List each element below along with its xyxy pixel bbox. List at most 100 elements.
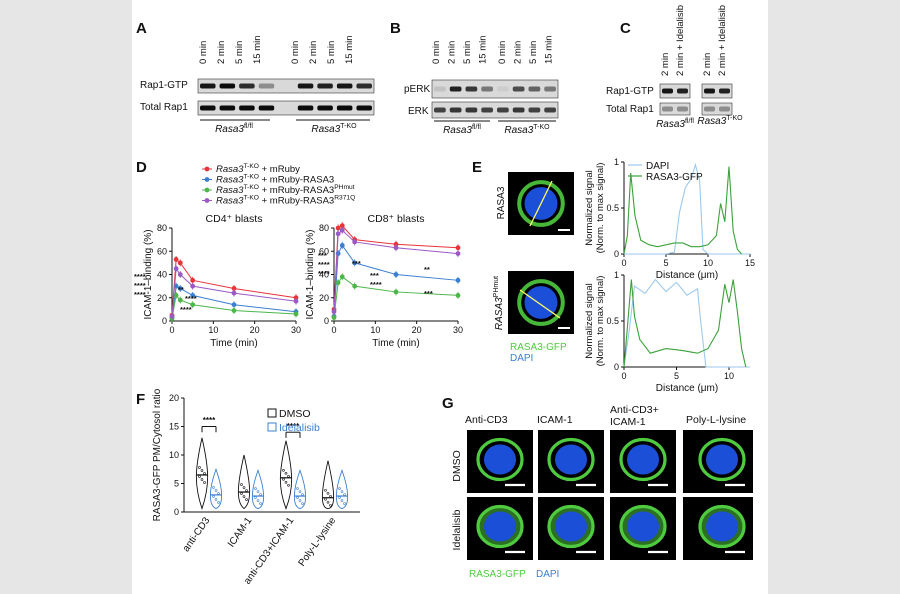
- lane-label: 15 min: [544, 35, 555, 64]
- y-tick-label: 0: [614, 249, 619, 259]
- rap1-gtp-blot-band: [219, 83, 236, 89]
- data-point: [352, 239, 358, 245]
- y-axis-label: (Norm. to max signal): [595, 163, 606, 254]
- data-dot: [203, 481, 206, 484]
- total-rap1-blot-c-band: [719, 106, 730, 112]
- profile-series: [623, 166, 743, 255]
- erk-blot-membrane: [431, 101, 559, 119]
- panel-g-letter: G: [442, 395, 454, 412]
- legend-marker: [204, 166, 210, 172]
- lane-label: 5 min: [462, 41, 473, 64]
- cell-membrane: [547, 437, 595, 482]
- lane-label: 15 min: [344, 35, 355, 64]
- significance-stars: ****: [180, 305, 192, 314]
- y-axis-label: Normalized signal: [584, 283, 595, 359]
- rap1-gtp-blot-c-band: [677, 88, 688, 94]
- significance-stars: ***: [318, 251, 327, 260]
- y-tick-label: 0: [614, 362, 619, 372]
- row-label: Rap1-GTP: [606, 86, 654, 97]
- category-label: anti-CD3: [181, 515, 213, 554]
- data-dot: [240, 483, 243, 486]
- cell-nucleus: [555, 444, 587, 475]
- data-dot: [282, 477, 285, 481]
- data-dot: [212, 486, 215, 489]
- y-tick-label: 60: [157, 246, 167, 256]
- total-rap1-blot-band: [297, 105, 314, 111]
- column-label: Anti-CD3: [465, 414, 508, 426]
- lane-label: 2 min: [702, 53, 713, 76]
- data-dot: [338, 496, 341, 499]
- data-dot: [200, 469, 204, 472]
- data-dot: [256, 499, 260, 502]
- x-tick-label: 5: [674, 371, 679, 381]
- data-point: [335, 280, 341, 286]
- lane-label: 15 min: [478, 35, 489, 64]
- data-point: [293, 298, 299, 304]
- cell-nucleus: [627, 511, 659, 542]
- data-point: [190, 293, 196, 298]
- lane-label: 2 min: [216, 41, 227, 64]
- x-tick-label: 20: [250, 325, 260, 335]
- profile-series: [624, 162, 750, 255]
- legend-entry: Idelalisib: [279, 422, 320, 434]
- violin: [209, 467, 223, 510]
- profile-series: [623, 278, 750, 368]
- rap1-gtp-blot-c-band: [662, 88, 673, 94]
- violin: [279, 440, 293, 510]
- y-tick-label: 40: [319, 270, 329, 280]
- x-tick-label: 15: [745, 258, 755, 268]
- y-tick-label: 20: [157, 293, 167, 303]
- chart-title: CD8⁺ blasts: [368, 213, 425, 225]
- rap1-gtp-blot-c-membrane: [701, 83, 733, 99]
- figure-canvas: A0 min 2 min 5 min 15 min 0 min 2 min 5 min 15 …: [134, 5, 755, 587]
- genotype-label: Rasa3fl/fl: [656, 118, 694, 130]
- legend-gfp: RASA3-GFP: [469, 569, 526, 580]
- data-point: [455, 277, 461, 283]
- legend-entry: Rasa3T-KO + mRuby-RASA3: [216, 174, 334, 186]
- lane-label: 5 min: [326, 41, 337, 64]
- data-point: [339, 274, 345, 280]
- y-tick-label: 80: [157, 223, 167, 233]
- data-dot: [214, 498, 218, 501]
- data-point: [339, 243, 345, 248]
- data-point: [393, 289, 399, 295]
- row-label: Total Rap1: [140, 102, 188, 113]
- data-point: [293, 311, 299, 317]
- rap1-gtp-blot-c-band: [704, 88, 715, 94]
- erk-blot-band: [449, 107, 462, 113]
- y-axis-label: RASA3-GFP PM/Cytosol ratio: [152, 388, 163, 521]
- perk-blot-membrane: [431, 79, 559, 99]
- data-point: [169, 313, 175, 319]
- total-rap1-blot-band: [258, 105, 275, 111]
- y-axis-label: ICAM-1–binding (%): [143, 229, 154, 319]
- profile-series: [623, 279, 747, 368]
- data-point: [177, 272, 183, 277]
- data-dot: [200, 478, 204, 481]
- genotype-label: Rasa3fl/fl: [215, 123, 253, 135]
- legend-marker: [204, 187, 210, 193]
- row-label: pERK: [404, 84, 430, 95]
- row-label: RASA3PHmut: [493, 276, 505, 330]
- data-point: [455, 245, 461, 251]
- panel-a-letter: A: [136, 20, 147, 37]
- cell-nucleus: [484, 444, 516, 475]
- perk-blot-band: [512, 86, 525, 92]
- legend-entry: DAPI: [646, 161, 669, 172]
- x-tick-label: 0: [621, 371, 626, 381]
- row-label: DMSO: [451, 450, 463, 482]
- rasa3-phmut-cell-image-nucleus: [524, 286, 558, 319]
- data-dot: [259, 502, 262, 505]
- violin: [251, 469, 265, 510]
- x-tick-label: 10: [208, 325, 218, 335]
- data-dot: [301, 502, 304, 505]
- data-dot: [343, 502, 346, 505]
- erk-blot-band: [544, 107, 556, 113]
- perk-blot-band: [465, 86, 478, 92]
- data-point: [335, 251, 341, 256]
- data-dot: [296, 496, 299, 499]
- x-tick-label: 10: [370, 325, 380, 335]
- rap1-gtp-blot-band: [239, 83, 255, 89]
- data-point: [190, 277, 196, 283]
- legend-marker: [204, 177, 210, 182]
- data-dot: [245, 498, 248, 501]
